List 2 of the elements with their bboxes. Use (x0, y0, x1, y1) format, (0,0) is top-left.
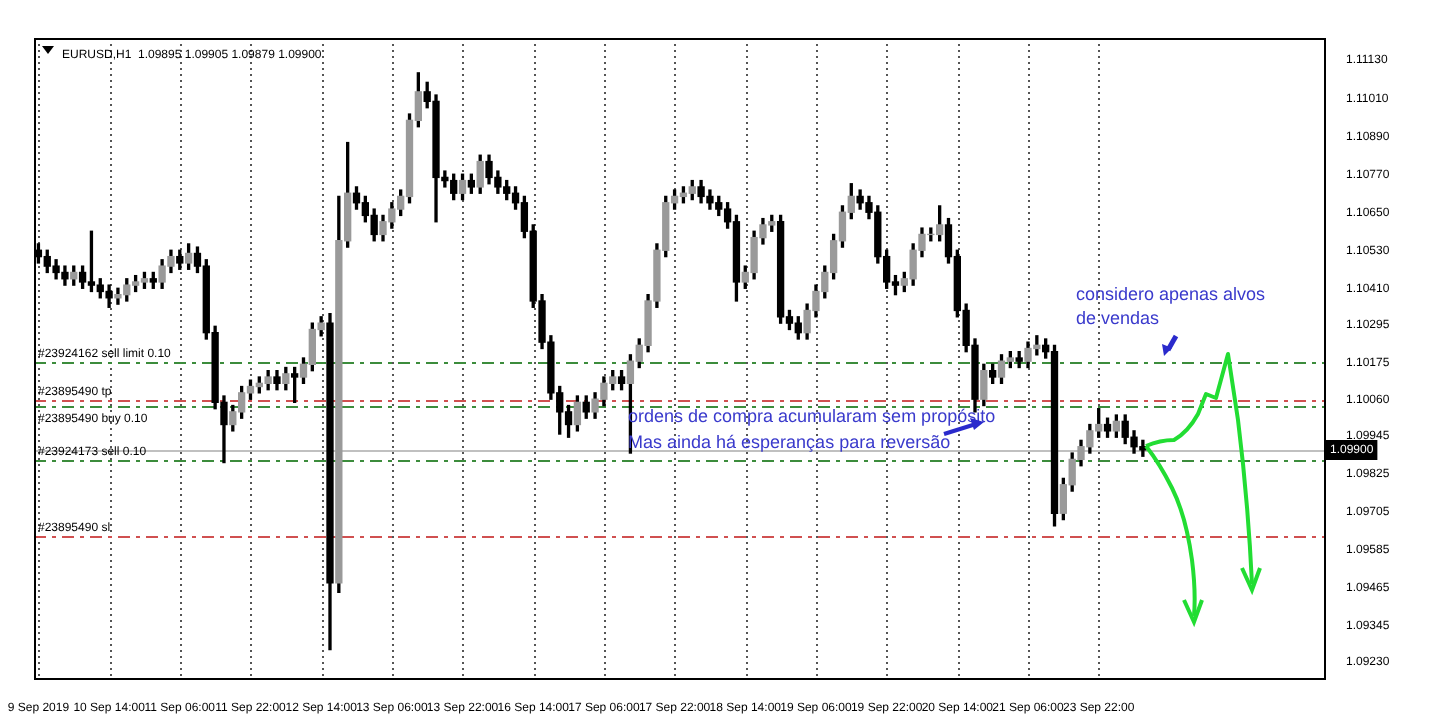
annotation: de vendas (1076, 308, 1161, 328)
annotation: considero apenas alvos (1076, 284, 1267, 304)
